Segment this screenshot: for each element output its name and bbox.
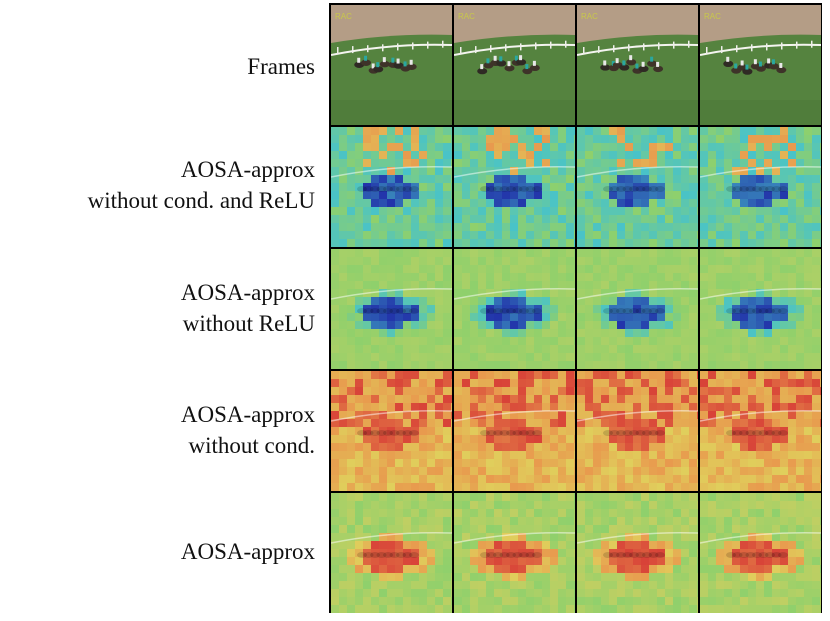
video-frame-image: RAC bbox=[454, 5, 575, 125]
attention-heatmap-image bbox=[700, 249, 821, 369]
row-label-line: AOSA-approx bbox=[180, 402, 315, 427]
attention-heatmap-image bbox=[700, 371, 821, 491]
attention-heatmap-image bbox=[454, 249, 575, 369]
row-label-line: without ReLU bbox=[182, 311, 315, 336]
row-label-line: AOSA-approx bbox=[180, 157, 315, 182]
attention-heatmap-image bbox=[454, 371, 575, 491]
attention-heatmap-image bbox=[331, 127, 452, 247]
row-label-aosa: AOSA-approx bbox=[181, 536, 315, 567]
attention-heatmap-image bbox=[454, 493, 575, 613]
frame-overlay-text: RAC bbox=[335, 12, 352, 21]
attention-heatmap-image bbox=[577, 127, 698, 247]
row-label-aosa-no-cond: AOSA-approx without cond. bbox=[181, 399, 315, 461]
attention-heatmap-image bbox=[577, 371, 698, 491]
video-frame-image: RAC bbox=[577, 5, 698, 125]
frame-overlay-text: RAC bbox=[581, 12, 598, 21]
row-label-aosa-no-relu: AOSA-approx without ReLU bbox=[181, 277, 315, 339]
row-label-line: Frames bbox=[247, 54, 315, 79]
row-label-aosa-no-cond-no-relu: AOSA-approx without cond. and ReLU bbox=[88, 154, 315, 216]
video-frame-image: RAC bbox=[331, 5, 452, 125]
frame-overlay-text: RAC bbox=[458, 12, 475, 21]
video-frame-image: RAC bbox=[700, 5, 821, 125]
row-label-line: without cond. and ReLU bbox=[87, 188, 315, 213]
row-label-frames: Frames bbox=[247, 51, 315, 82]
attention-heatmap-image bbox=[700, 127, 821, 247]
attention-heatmap-image bbox=[331, 493, 452, 613]
row-label-line: AOSA-approx bbox=[180, 539, 315, 564]
row-label-line: without cond. bbox=[188, 433, 316, 458]
attention-heatmap-image bbox=[700, 493, 821, 613]
image-grid: RAC RAC RAC RAC bbox=[329, 3, 822, 613]
attention-heatmap-image bbox=[454, 127, 575, 247]
attention-heatmap-image bbox=[577, 493, 698, 613]
attention-heatmap-image bbox=[331, 371, 452, 491]
frame-overlay-text: RAC bbox=[704, 12, 721, 21]
attention-heatmap-image bbox=[331, 249, 452, 369]
row-label-line: AOSA-approx bbox=[180, 280, 315, 305]
attention-heatmap-image bbox=[577, 249, 698, 369]
